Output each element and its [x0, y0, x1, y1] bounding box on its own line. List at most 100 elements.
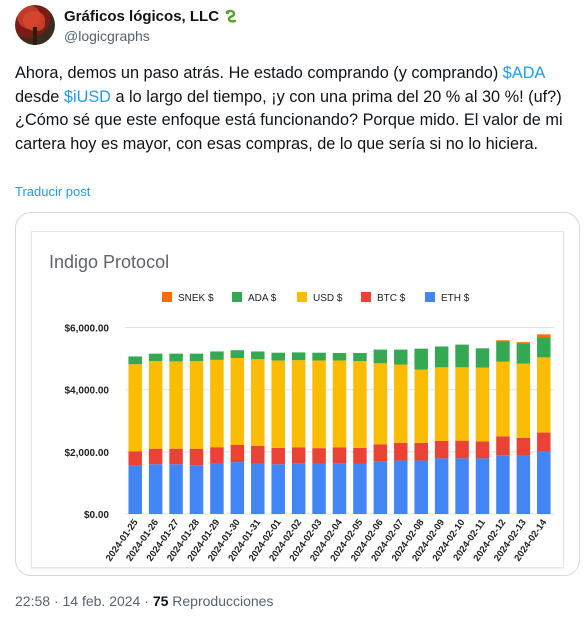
- bar-segment: [475, 367, 490, 442]
- tweet-text-part: Ahora, demos un paso atrás. He estado co…: [15, 64, 503, 82]
- legend-label: ADA $: [248, 293, 277, 304]
- author-name-row[interactable]: Gráficos lógicos, LLC: [64, 8, 239, 25]
- bar-segment: [537, 357, 551, 433]
- bar-segment: [312, 448, 326, 464]
- bar-segment: [414, 369, 428, 443]
- legend-label: USD $: [313, 293, 343, 304]
- translate-post-link[interactable]: Traducir post: [15, 184, 91, 199]
- legend-swatch: [361, 292, 371, 302]
- bar-segment: [455, 344, 469, 368]
- bar-segment: [148, 353, 163, 362]
- bar-segment: [169, 353, 183, 362]
- bar-segment: [332, 360, 347, 448]
- author-handle[interactable]: @logicgraphs: [64, 28, 150, 44]
- bar-segment: [210, 463, 224, 514]
- tweet-date[interactable]: 14 feb. 2024: [62, 593, 141, 609]
- legend-label: SNEK $: [178, 293, 214, 304]
- bar-segment: [169, 464, 183, 514]
- y-tick-label: $0.00: [84, 510, 109, 521]
- chart-card: Indigo Protocol SNEK $ ADA $ USD $ BTC $ ETH…: [31, 231, 564, 568]
- bar-segment: [148, 361, 163, 449]
- bar-segment: [189, 353, 204, 362]
- tweet-text: Ahora, demos un paso atrás. He estado co…: [15, 62, 577, 156]
- tweet-metadata: 22:58 · 14 feb. 2024 · 75 Reproducciones: [15, 593, 273, 609]
- tweet-time[interactable]: 22:58: [15, 593, 51, 609]
- bar-segment: [414, 460, 428, 514]
- bar-segment: [496, 436, 510, 456]
- bar-segment: [251, 359, 265, 446]
- cashtag-iusd-link[interactable]: $iUSD: [63, 87, 111, 106]
- bar-segment: [251, 463, 265, 514]
- bar-segment: [210, 351, 224, 360]
- bar-segment: [516, 343, 531, 364]
- y-tick-label: $2,000.00: [65, 448, 110, 459]
- bar-segment: [394, 460, 408, 514]
- bar-segment: [189, 448, 204, 466]
- bar-segment: [291, 360, 306, 448]
- legend-swatch: [297, 292, 307, 302]
- stacked-bar-chart: Indigo Protocol SNEK $ ADA $ USD $ BTC $ ETH…: [49, 252, 554, 564]
- author-avatar[interactable]: [15, 5, 55, 45]
- tweet-media-image[interactable]: Indigo Protocol SNEK $ ADA $ USD $ BTC $ ETH…: [15, 212, 580, 576]
- bar-segment: [210, 359, 224, 448]
- bar-segment: [353, 463, 367, 514]
- bar-segment: [414, 442, 428, 461]
- bar-segment: [312, 352, 326, 361]
- bar-segment: [434, 458, 449, 514]
- bar-segment: [537, 432, 551, 452]
- bar-segment: [434, 440, 449, 459]
- bar-segment: [230, 357, 245, 446]
- bar-segment: [537, 337, 551, 358]
- bar-segment: [271, 447, 285, 465]
- legend-label: BTC $: [377, 293, 406, 304]
- bar-segment: [148, 464, 163, 514]
- bar-segment: [271, 464, 285, 514]
- bar-segment: [169, 448, 183, 465]
- bar-segment: [291, 463, 306, 514]
- bar-segment: [128, 451, 142, 466]
- legend-swatch: [232, 292, 242, 302]
- bar-segment: [455, 367, 469, 441]
- bar-segment: [394, 349, 408, 365]
- y-tick-label: $6,000.00: [65, 324, 110, 335]
- views-label: Reproducciones: [172, 593, 274, 609]
- separator-dot: ·: [144, 593, 149, 609]
- bar-segment: [169, 361, 183, 449]
- bar-segment: [251, 351, 265, 360]
- bar-segment: [128, 465, 142, 514]
- bar-segment: [332, 447, 347, 464]
- bar-segment: [516, 437, 531, 456]
- legend-swatch: [162, 292, 172, 302]
- bar-segment: [434, 346, 449, 368]
- bar-segment: [516, 342, 531, 344]
- bar-segment: [210, 447, 224, 464]
- bar-segment: [312, 360, 326, 449]
- chart-legend: SNEK $ ADA $ USD $ BTC $ ETH $: [162, 292, 470, 304]
- bar-segment: [516, 455, 531, 514]
- bar-segment: [475, 441, 490, 459]
- bar-segment: [394, 442, 408, 461]
- bar-segment: [475, 348, 490, 368]
- chart-title: Indigo Protocol: [49, 252, 169, 272]
- bar-segment: [537, 334, 551, 338]
- bar-segment: [496, 361, 510, 437]
- bar-segment: [496, 341, 510, 362]
- y-tick-label: $4,000.00: [65, 386, 110, 397]
- bar-segment: [230, 462, 245, 514]
- author-name[interactable]: Gráficos lógicos, LLC: [64, 8, 220, 25]
- snake-emoji-icon: [225, 9, 237, 23]
- cashtag-ada-link[interactable]: $ADA: [502, 64, 545, 82]
- bar-segment: [353, 447, 367, 464]
- bar-segment: [312, 463, 326, 514]
- bar-segment: [332, 353, 347, 361]
- legend-swatch: [425, 292, 435, 302]
- tweet-text-part: a lo largo del tiempo, ¡y con una prima …: [15, 87, 563, 153]
- bar-segment: [251, 445, 265, 464]
- bar-segment: [230, 445, 245, 463]
- bar-segment: [373, 461, 388, 514]
- bar-segment: [128, 356, 142, 365]
- bar-segment: [291, 352, 306, 361]
- bar-segment: [128, 364, 142, 452]
- bar-segment: [434, 367, 449, 441]
- chart-bars: [128, 334, 551, 514]
